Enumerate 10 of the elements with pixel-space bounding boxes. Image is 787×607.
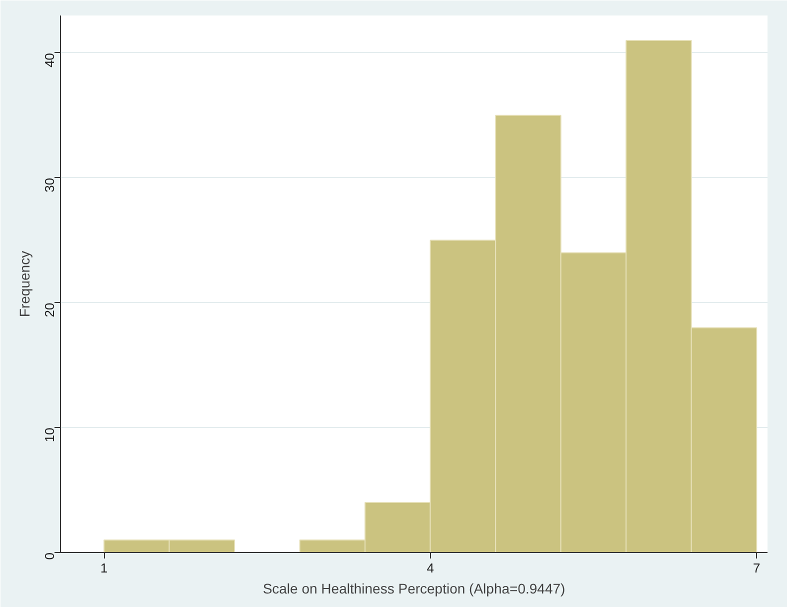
y-tick-label: 30: [42, 178, 57, 192]
y-tick-label: 10: [42, 428, 57, 442]
x-tick-label: 7: [753, 560, 760, 576]
x-axis-title: Scale on Healthiness Perception (Alpha=0.9447): [262, 580, 566, 596]
x-tick-label: 1: [100, 560, 108, 576]
y-tick-label: 20: [42, 302, 57, 318]
y-axis-title: Frequency: [16, 250, 32, 318]
x-tick-label: 4: [426, 560, 434, 576]
y-tick-label: 40: [42, 52, 57, 68]
y-tick-label: 0: [42, 552, 57, 560]
